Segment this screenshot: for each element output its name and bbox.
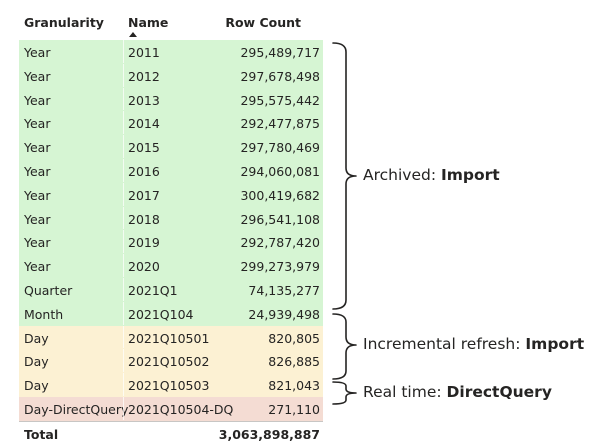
- cell-granularity: Year: [24, 92, 51, 108]
- table-row[interactable]: Year 2012 297,678,498: [19, 63, 323, 88]
- table-header: Granularity Name Row Count: [19, 0, 323, 40]
- table-row[interactable]: Year 2019 292,787,420: [19, 230, 323, 255]
- column-divider: [123, 396, 124, 420]
- column-divider: [123, 325, 124, 349]
- table-row[interactable]: Day 2021Q10502 826,885: [19, 349, 323, 374]
- table-row[interactable]: Year 2017 300,419,682: [19, 182, 323, 207]
- cell-row-count: 292,477,875: [240, 116, 320, 132]
- column-divider: [123, 182, 124, 206]
- cell-row-count: 300,419,682: [240, 187, 320, 203]
- table-row[interactable]: Year 2011 295,489,717: [19, 40, 323, 64]
- cell-row-count: 294,060,081: [240, 163, 320, 179]
- cell-granularity: Day: [24, 354, 49, 370]
- cell-row-count: 292,787,420: [240, 235, 320, 251]
- cell-row-count: 24,939,498: [248, 306, 320, 322]
- cell-granularity: Year: [24, 45, 51, 60]
- cell-row-count: 821,043: [268, 378, 320, 394]
- cell-granularity: Year: [24, 140, 51, 156]
- cell-row-count: 296,541,108: [240, 211, 320, 227]
- cell-granularity: Quarter: [24, 282, 73, 298]
- column-divider: [123, 135, 124, 158]
- cell-row-count: 295,575,442: [240, 92, 320, 108]
- column-divider: [123, 158, 124, 182]
- cell-granularity: Year: [24, 259, 51, 275]
- column-divider: [123, 111, 124, 135]
- table-row[interactable]: Year 2014 292,477,875: [19, 111, 323, 136]
- column-divider: [123, 349, 124, 373]
- table-visual: Granularity Name Row Count Year 2011 295,4…: [19, 0, 323, 446]
- column-header-row-count[interactable]: Row Count: [225, 15, 301, 30]
- annotation-archived: Archived: Import: [363, 166, 500, 184]
- column-divider: [123, 40, 124, 63]
- table-row[interactable]: Year 2016 294,060,081: [19, 158, 323, 183]
- cell-name: 2016: [128, 163, 160, 179]
- column-divider: [123, 230, 124, 254]
- table-row[interactable]: Day 2021Q10503 821,043: [19, 373, 323, 397]
- bracket-archived-import: [332, 42, 357, 310]
- column-divider: [123, 373, 124, 396]
- annotation-incremental-refresh: Incremental refresh: Import: [363, 335, 585, 353]
- cell-row-count: 299,273,979: [240, 259, 320, 275]
- column-divider: [123, 206, 124, 230]
- table-row[interactable]: Year 2018 296,541,108: [19, 206, 323, 231]
- total-row-count: 3,063,898,887: [218, 426, 320, 442]
- total-label: Total: [24, 426, 59, 442]
- cell-name: 2021Q10501: [128, 330, 210, 346]
- table-row[interactable]: Day 2021Q10501 820,805: [19, 325, 323, 350]
- cell-name: 2014: [128, 116, 160, 132]
- cell-name: 2020: [128, 259, 160, 275]
- cell-granularity: Year: [24, 163, 51, 179]
- cell-granularity: Day: [24, 330, 49, 346]
- cell-row-count: 826,885: [268, 354, 320, 370]
- table-body: Year 2011 295,489,717 Year 2012 297,678,498 Ye…: [19, 40, 323, 421]
- cell-name: 2021Q104: [128, 306, 194, 322]
- annotation-real-time: Real time: DirectQuery: [363, 383, 552, 401]
- bracket-incremental-refresh-import: [332, 313, 357, 380]
- cell-name: 2015: [128, 140, 160, 156]
- column-header-name[interactable]: Name: [128, 15, 169, 30]
- cell-name: 2019: [128, 235, 160, 251]
- table-row[interactable]: Month 2021Q104 24,939,498: [19, 301, 323, 326]
- cell-row-count: 74,135,277: [248, 282, 320, 298]
- cell-name: 2021Q10504-DQ: [128, 401, 234, 417]
- cell-granularity: Year: [24, 211, 51, 227]
- table-row[interactable]: Year 2013 295,575,442: [19, 87, 323, 112]
- cell-name: 2017: [128, 187, 160, 203]
- total-row: Total 3,063,898,887: [19, 420, 323, 446]
- cell-granularity: Day-DirectQuery: [24, 401, 129, 417]
- table-row[interactable]: Day-DirectQuery 2021Q10504-DQ 271,110: [19, 396, 323, 421]
- cell-name: 2018: [128, 211, 160, 227]
- cell-granularity: Month: [24, 306, 64, 322]
- sort-ascending-icon: [129, 32, 137, 37]
- cell-name: 2012: [128, 68, 160, 84]
- table-row[interactable]: Year 2015 297,780,469: [19, 135, 323, 159]
- column-divider: [123, 63, 124, 87]
- cell-name: 2013: [128, 92, 160, 108]
- column-header-granularity[interactable]: Granularity: [24, 15, 104, 30]
- table-row[interactable]: Year 2020 299,273,979: [19, 254, 323, 278]
- column-divider: [123, 254, 124, 277]
- column-divider: [123, 87, 124, 111]
- column-divider: [123, 277, 124, 301]
- cell-name: 2011: [128, 45, 160, 60]
- table-row[interactable]: Quarter 2021Q1 74,135,277: [19, 277, 323, 302]
- column-divider: [123, 301, 124, 325]
- cell-granularity: Year: [24, 116, 51, 132]
- cell-granularity: Year: [24, 68, 51, 84]
- cell-granularity: Year: [24, 187, 51, 203]
- cell-row-count: 295,489,717: [240, 45, 320, 60]
- cell-row-count: 820,805: [268, 330, 320, 346]
- cell-name: 2021Q1: [128, 282, 178, 298]
- cell-granularity: Day: [24, 378, 49, 394]
- cell-row-count: 297,678,498: [240, 68, 320, 84]
- cell-name: 2021Q10503: [128, 378, 210, 394]
- bracket-real-time-directquery: [332, 381, 357, 405]
- cell-row-count: 297,780,469: [240, 140, 320, 156]
- cell-row-count: 271,110: [268, 401, 320, 417]
- cell-granularity: Year: [24, 235, 51, 251]
- cell-name: 2021Q10502: [128, 354, 210, 370]
